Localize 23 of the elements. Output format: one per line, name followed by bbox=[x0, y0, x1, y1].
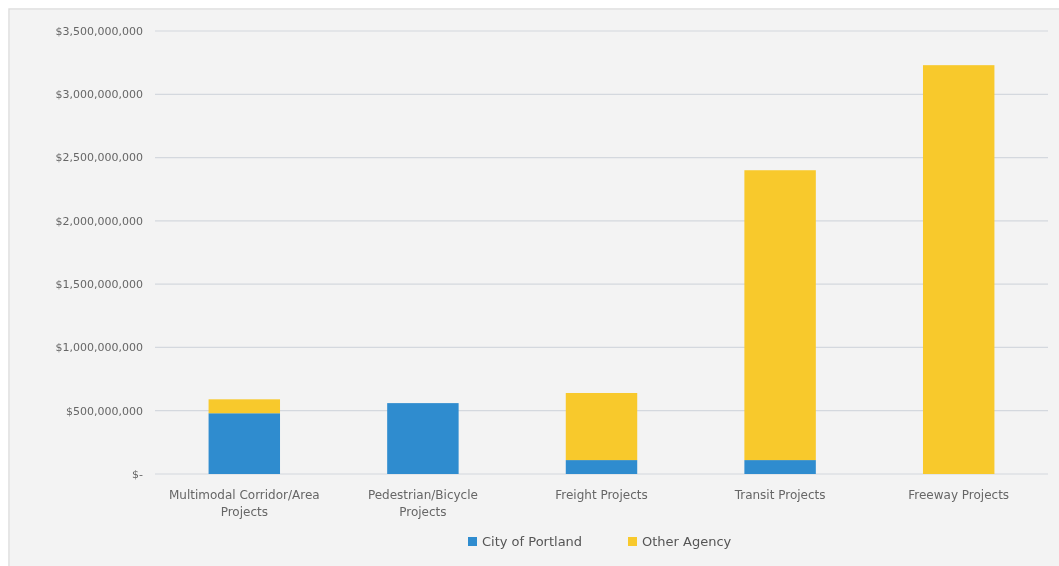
y-tick-label: $2,000,000,000 bbox=[55, 214, 143, 228]
bar bbox=[565, 392, 638, 461]
bar bbox=[744, 170, 816, 461]
bar bbox=[208, 399, 281, 414]
bar bbox=[208, 413, 281, 474]
y-tick-label: $3,500,000,000 bbox=[55, 24, 143, 38]
legend-label: City of Portland bbox=[482, 534, 583, 549]
x-tick-label: Transit Projects bbox=[733, 488, 826, 502]
bar bbox=[922, 65, 995, 474]
x-tick-label: Freeway Projects bbox=[908, 488, 1010, 502]
bar bbox=[387, 403, 459, 474]
y-tick-label: $- bbox=[132, 467, 144, 481]
bar bbox=[565, 460, 638, 474]
y-tick-label: $1,500,000,000 bbox=[55, 277, 143, 291]
y-tick-label: $1,000,000,000 bbox=[55, 341, 143, 355]
y-tick-label: $500,000,000 bbox=[66, 404, 143, 418]
y-tick-label: $2,500,000,000 bbox=[55, 151, 143, 165]
x-tick-label: Multimodal Corridor/Area Projects bbox=[168, 488, 320, 519]
legend-label: Other Agency bbox=[642, 534, 732, 549]
y-tick-label: $3,000,000,000 bbox=[55, 88, 143, 102]
bar bbox=[744, 460, 816, 474]
x-tick-label: Pedestrian/Bicycle Projects bbox=[367, 488, 478, 519]
x-tick-label: Freight Projects bbox=[555, 488, 648, 502]
